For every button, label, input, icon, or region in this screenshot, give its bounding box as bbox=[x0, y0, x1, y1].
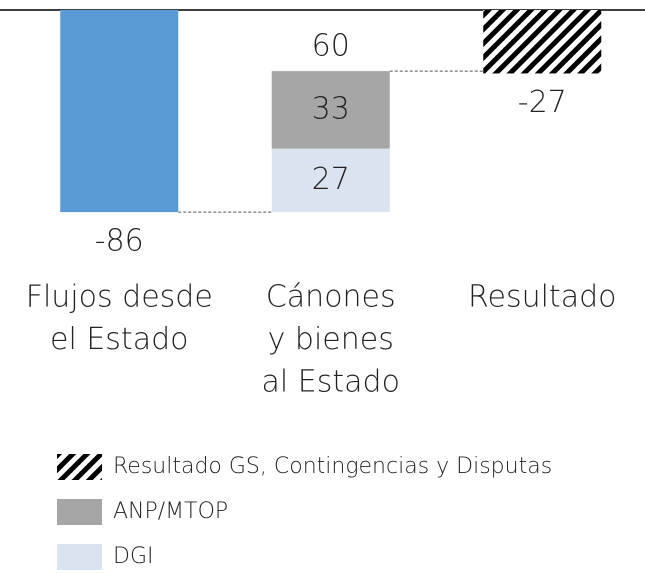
x-tick-label: y bienes bbox=[268, 322, 394, 357]
x-tick-label: Resultado bbox=[468, 280, 616, 315]
bar-segment bbox=[483, 10, 602, 74]
legend-swatch bbox=[57, 454, 102, 480]
value-label: -27 bbox=[518, 85, 567, 120]
value-label: 33 bbox=[312, 91, 350, 126]
value-label: -86 bbox=[95, 224, 144, 259]
value-label: 27 bbox=[312, 162, 350, 197]
bar-segment bbox=[271, 71, 390, 149]
bar-segment bbox=[271, 148, 390, 213]
bar-segment bbox=[60, 10, 179, 213]
legend-swatch bbox=[57, 544, 102, 570]
x-tick-label: Flujos desde bbox=[26, 280, 213, 315]
legend-swatch bbox=[57, 499, 102, 525]
x-tick-label: al Estado bbox=[262, 365, 400, 400]
legend-label: Resultado GS, Contingencias y Disputas bbox=[113, 454, 552, 479]
legend-label: DGI bbox=[113, 544, 153, 569]
total-label: 60 bbox=[312, 29, 350, 64]
x-tick-label: el Estado bbox=[50, 322, 188, 357]
x-tick-label: Cánones bbox=[266, 280, 396, 315]
legend-label: ANP/MTOP bbox=[113, 499, 228, 524]
